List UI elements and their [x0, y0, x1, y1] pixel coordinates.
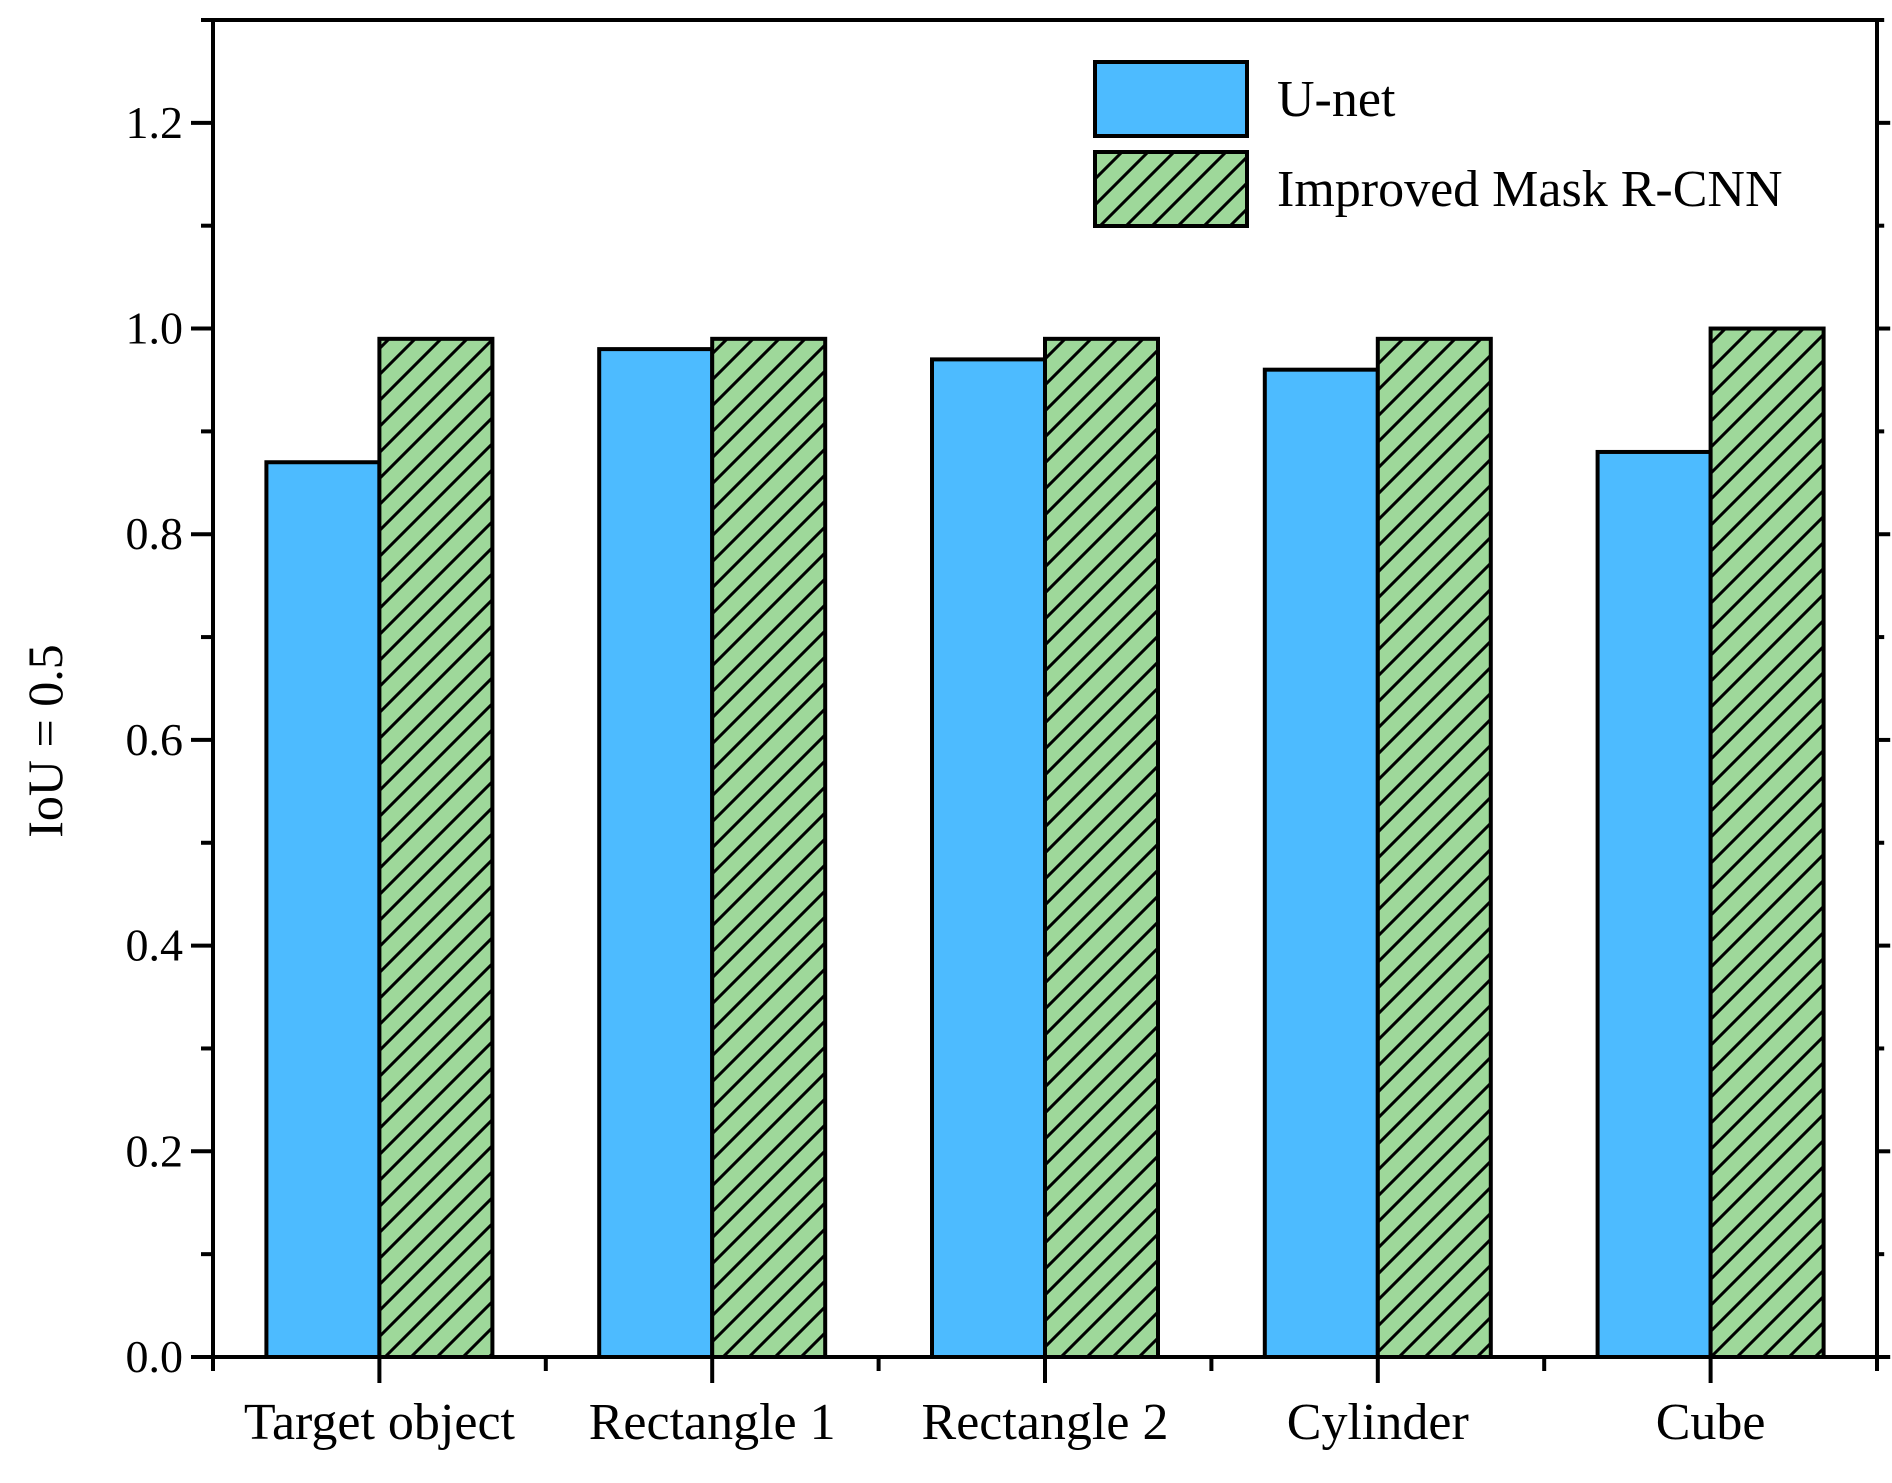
bar-unet-2 [597, 347, 715, 1360]
y-tick-label: 0.0 [126, 1331, 184, 1382]
y-tick-label: 1.2 [126, 97, 184, 148]
x-tick-label: Rectangle 1 [589, 1394, 836, 1451]
y-tick-label: 0.6 [126, 714, 184, 765]
bar-improved-mask-rcnn-5 [1708, 326, 1826, 1359]
bar-unet-5 [1595, 449, 1713, 1359]
legend: U-net Improved Mask R-CNN [1093, 60, 1783, 228]
x-tick-label: Cube [1656, 1394, 1766, 1451]
x-tick-label: Rectangle 2 [922, 1394, 1169, 1451]
y-tick-label: 1.0 [126, 303, 184, 354]
x-tick-label: Target object [244, 1394, 516, 1451]
bar-unet-4 [1262, 367, 1380, 1359]
legend-swatch-improved-mask-rcnn [1093, 150, 1249, 228]
legend-label-improved-mask-rcnn: Improved Mask R-CNN [1277, 161, 1783, 218]
legend-label-unet: U-net [1277, 71, 1396, 128]
bar-improved-mask-rcnn-2 [710, 336, 828, 1360]
bar-improved-mask-rcnn-4 [1375, 336, 1493, 1360]
y-tick-label: 0.2 [126, 1125, 184, 1176]
y-axis-label: IoU = 0.5 [17, 644, 73, 837]
bar-unet-1 [264, 460, 382, 1359]
x-tick-label: Cylinder [1287, 1394, 1469, 1451]
y-tick-label: 0.8 [126, 508, 184, 559]
bar-improved-mask-rcnn-1 [377, 336, 495, 1360]
bar-improved-mask-rcnn-3 [1043, 336, 1160, 1360]
legend-swatch-unet [1093, 60, 1249, 138]
bar-unet-3 [930, 357, 1047, 1359]
y-tick-label: 0.4 [126, 920, 184, 971]
